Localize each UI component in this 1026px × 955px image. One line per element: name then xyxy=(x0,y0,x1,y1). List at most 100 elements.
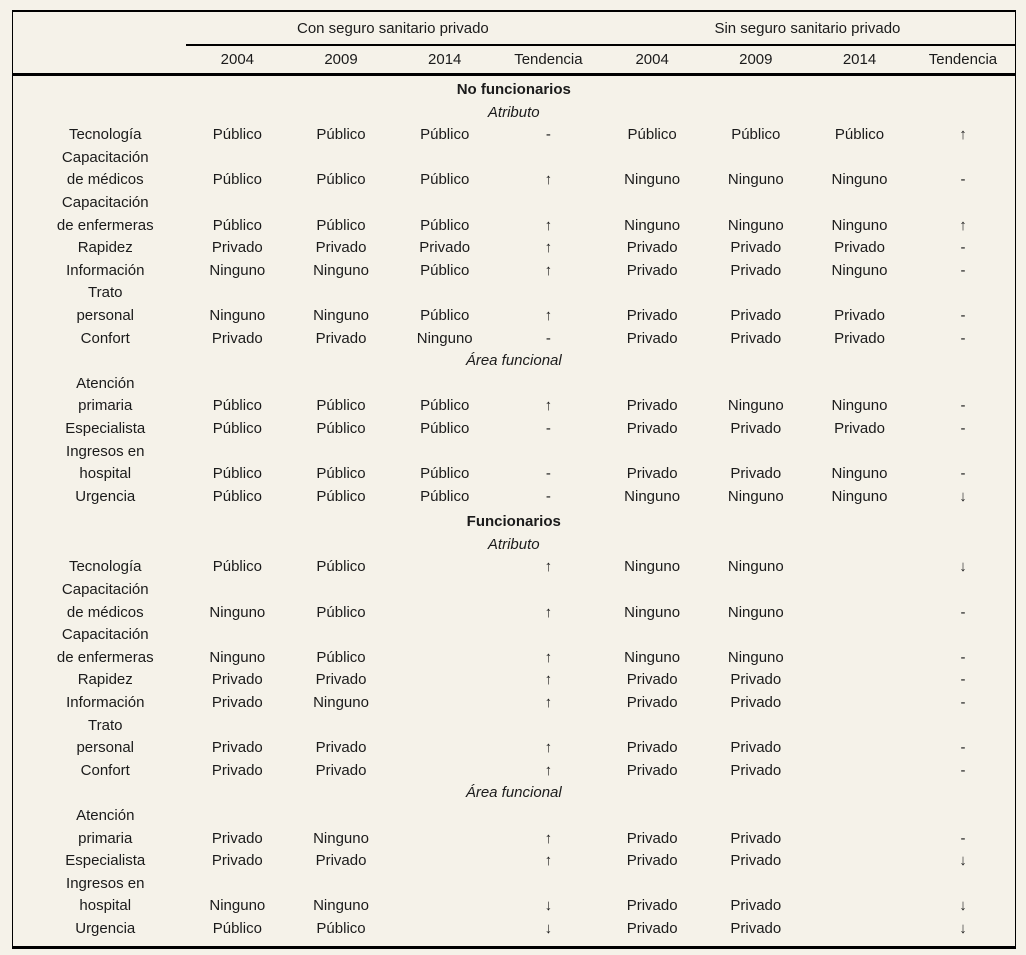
value-cell: Privado xyxy=(626,739,678,757)
value-cell: Ninguno xyxy=(313,829,369,847)
subsection-title: Área funcional xyxy=(465,784,562,802)
trend-cell: - xyxy=(960,419,966,437)
section-row: No funcionarios xyxy=(13,75,1016,102)
value-cell: Público xyxy=(212,558,262,576)
value-cell: Privado xyxy=(730,329,782,347)
row-label: Especialista xyxy=(65,419,146,437)
table-row: Información Privado Ninguno ↑ Privado Privado… xyxy=(13,692,1016,715)
value-cell: Ninguno xyxy=(624,558,681,576)
value-cell: Ninguno xyxy=(831,397,888,415)
value-cell: Ninguno xyxy=(209,306,266,324)
table-row: Información Ninguno Ninguno Público ↑ Privado… xyxy=(13,260,1016,283)
section-row: Funcionarios xyxy=(13,508,1016,534)
value-cell: Público xyxy=(212,216,262,234)
value-cell: Privado xyxy=(626,852,678,870)
value-cell: Privado xyxy=(626,329,678,347)
trend-cell: ↑ xyxy=(544,852,553,870)
table-row: Atención primaria Privado Ninguno ↑ Privado P… xyxy=(13,805,1016,850)
table-row: Capacitación de enfermeras Público Público… xyxy=(13,192,1016,237)
trend-cell: ↑ xyxy=(544,671,553,689)
value-cell: Privado xyxy=(626,761,678,779)
value-cell: Ninguno xyxy=(727,487,784,505)
value-cell: Público xyxy=(212,465,262,483)
row-label: Rapidez xyxy=(77,239,133,257)
value-cell: Público xyxy=(316,558,366,576)
value-cell: Público xyxy=(316,126,366,144)
subsection-row: Área funcional xyxy=(13,350,1016,373)
value-cell: Ninguno xyxy=(209,897,266,915)
value-cell: Privado xyxy=(626,419,678,437)
row-label: Especialista xyxy=(65,852,146,870)
row-label: Trato personal xyxy=(76,284,135,324)
table-row: Trato personal Ninguno Ninguno Público ↑ Priv… xyxy=(13,282,1016,327)
trend-cell: - xyxy=(960,171,966,189)
value-cell: Ninguno xyxy=(313,694,369,712)
trend-cell: - xyxy=(545,329,551,347)
table-row: Trato personal Privado Privado ↑ Privado Priv… xyxy=(13,715,1016,760)
value-cell: Público xyxy=(420,465,470,483)
group-header-sin-seguro: Sin seguro sanitario privado xyxy=(600,11,1016,46)
value-cell: Privado xyxy=(730,261,782,279)
table-row: Confort Privado Privado ↑ Privado Privado - xyxy=(13,760,1016,783)
value-cell: Privado xyxy=(730,671,782,689)
value-cell xyxy=(393,579,497,624)
value-cell: Público xyxy=(212,126,262,144)
value-cell: Privado xyxy=(626,829,678,847)
trend-cell: - xyxy=(960,648,966,666)
value-cell: Privado xyxy=(730,694,782,712)
value-cell: Privado xyxy=(626,239,678,257)
row-label: Ingresos en hospital xyxy=(66,874,145,915)
value-cell: Público xyxy=(212,487,262,505)
value-cell: Privado xyxy=(834,239,885,257)
row-label: Trato personal xyxy=(76,716,135,757)
trend-cell: - xyxy=(960,603,966,621)
value-cell xyxy=(393,873,497,918)
value-cell: Privado xyxy=(211,739,263,757)
value-cell: Ninguno xyxy=(313,306,369,324)
column-header-2009-con: 2009 xyxy=(289,45,393,76)
value-cell xyxy=(393,918,497,947)
column-header-tendencia-con: Tendencia xyxy=(496,45,601,76)
value-cell xyxy=(393,624,497,669)
value-cell: Ninguno xyxy=(831,465,888,483)
table-row: Especialista Público Público Público - Privad… xyxy=(13,418,1016,441)
subsection-title: Atributo xyxy=(487,103,540,121)
trend-cell: ↓ xyxy=(959,897,967,915)
trend-cell: ↑ xyxy=(544,648,553,666)
row-label: Confort xyxy=(80,329,130,347)
value-cell: Público xyxy=(316,487,366,505)
value-cell: Público xyxy=(316,648,366,666)
value-cell: Público xyxy=(627,126,677,144)
value-cell: Ninguno xyxy=(727,397,784,415)
trend-cell: ↑ xyxy=(959,126,967,144)
value-cell: Privado xyxy=(730,761,782,779)
value-cell xyxy=(808,669,912,692)
value-cell: Público xyxy=(420,261,470,279)
trend-cell: ↓ xyxy=(959,852,967,870)
trend-cell: ↑ xyxy=(544,216,553,234)
trend-cell: - xyxy=(960,306,966,324)
value-cell: Privado xyxy=(730,919,782,937)
value-cell xyxy=(808,624,912,669)
trend-cell: - xyxy=(960,239,966,257)
value-cell xyxy=(393,715,497,760)
value-cell xyxy=(808,692,912,715)
value-cell: Público xyxy=(316,216,366,234)
value-cell: Público xyxy=(212,919,262,937)
value-cell: Público xyxy=(316,397,366,415)
value-cell: Ninguno xyxy=(624,603,681,621)
table-row: Rapidez Privado Privado Privado ↑ Privado Priv… xyxy=(13,237,1016,260)
value-cell: Privado xyxy=(626,694,678,712)
value-cell: Privado xyxy=(315,852,367,870)
row-label: Confort xyxy=(80,761,130,779)
row-label: Información xyxy=(66,261,145,279)
trend-cell: - xyxy=(960,694,966,712)
value-cell: Ninguno xyxy=(727,648,784,666)
value-cell: Privado xyxy=(211,852,263,870)
trend-cell: ↑ xyxy=(544,261,553,279)
value-cell: Privado xyxy=(730,306,782,324)
value-cell: Privado xyxy=(626,897,678,915)
trend-cell: ↑ xyxy=(544,739,553,757)
value-cell: Público xyxy=(316,419,366,437)
table-row: Tecnología Público Público ↑ Ninguno Ninguno ↓ xyxy=(13,556,1016,579)
